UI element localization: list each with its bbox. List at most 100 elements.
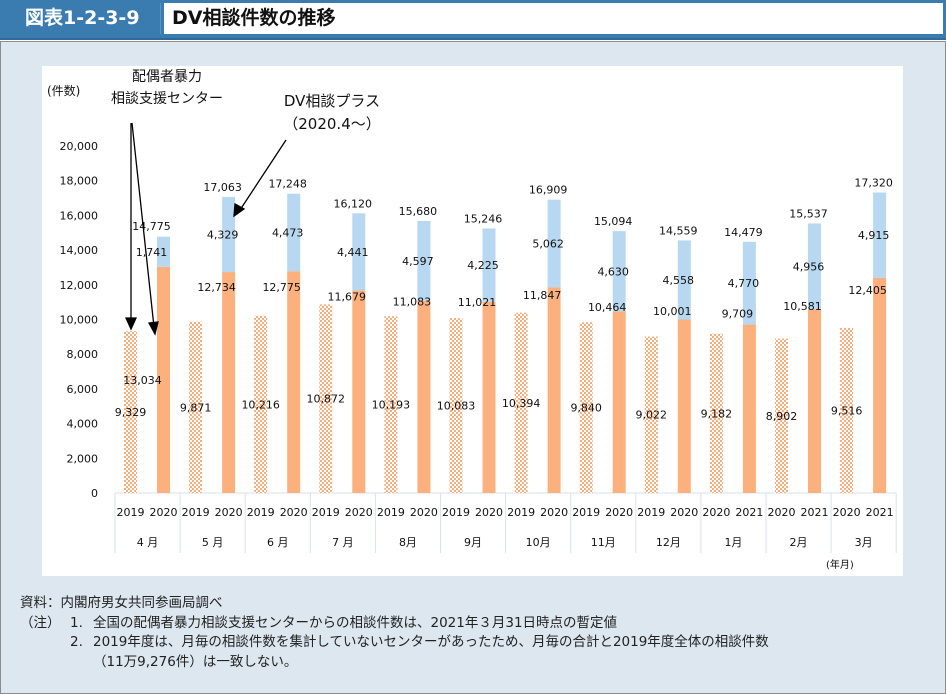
data-label-dv-plus: 5,062 xyxy=(532,238,564,251)
bar-prev-year xyxy=(579,322,593,493)
note-number: 2. xyxy=(70,634,83,650)
y-tick-label: 2,000 xyxy=(67,452,99,465)
notes: 資料：内閣府男女共同参画局調べ （注） 1. 全国の配偶者暴力相談支援センターか… xyxy=(20,594,769,672)
data-label-dv-plus: 4,770 xyxy=(728,277,760,290)
x-tick-month: 4 月 xyxy=(137,536,159,549)
data-label-total: 16,120 xyxy=(334,197,373,210)
data-label-center: 11,021 xyxy=(458,296,497,309)
x-tick-month: 12月 xyxy=(656,536,681,549)
data-label-prev-year: 10,216 xyxy=(241,398,280,411)
data-label-dv-plus: 4,329 xyxy=(207,229,239,242)
bar-dv-plus xyxy=(612,231,626,312)
x-tick-year-curr: 2021 xyxy=(735,506,763,519)
data-label-dv-plus: 4,956 xyxy=(793,260,825,273)
bar-dv-plus xyxy=(547,199,561,288)
bar-dv-plus xyxy=(222,196,236,273)
data-label-center: 13,034 xyxy=(123,374,162,387)
bar-prev-year xyxy=(319,304,333,493)
x-tick-year-curr: 2021 xyxy=(866,506,894,519)
bar-dv-plus xyxy=(742,241,756,325)
bar-dv-plus xyxy=(352,213,366,291)
y-tick-label: 20,000 xyxy=(60,140,99,153)
data-label-center: 12,734 xyxy=(197,281,236,294)
bar-dv-plus xyxy=(417,220,431,301)
data-label-total: 17,320 xyxy=(854,176,893,189)
figure-title: DV相談件数の推移 xyxy=(164,3,943,34)
y-tick-label: 16,000 xyxy=(60,209,99,222)
bar-center xyxy=(352,290,366,493)
data-label-center: 12,775 xyxy=(262,281,301,294)
x-tick-year-curr: 2020 xyxy=(475,506,503,519)
note-item-1: （注） 1. 全国の配偶者暴力相談支援センターからの相談件数は、2021年３月3… xyxy=(20,614,769,634)
bar-dv-plus xyxy=(677,240,691,320)
bar-prev-year xyxy=(709,333,723,493)
data-label-center: 10,001 xyxy=(653,305,692,318)
data-label-prev-year: 9,840 xyxy=(570,402,602,415)
bar-center xyxy=(417,300,431,493)
data-label-center: 12,405 xyxy=(848,284,887,297)
data-label-prev-year: 9,022 xyxy=(636,409,668,422)
x-tick-year-prev: 2019 xyxy=(117,506,145,519)
x-tick-year-curr: 2020 xyxy=(345,506,373,519)
data-label-center: 11,847 xyxy=(523,289,562,302)
figure-label: 図表1-2-3-9 xyxy=(3,3,161,34)
x-tick-month: 9月 xyxy=(464,536,482,549)
data-label-prev-year: 9,182 xyxy=(701,407,733,420)
note-item-2: 2. 2019年度は、月毎の相談件数を集計していないセンターがあったため、月毎の… xyxy=(20,633,769,653)
data-label-center: 9,709 xyxy=(722,307,754,320)
x-tick-month: 11月 xyxy=(591,536,616,549)
data-label-total: 15,094 xyxy=(594,215,633,228)
x-tick-year-prev: 2020 xyxy=(833,506,861,519)
x-tick-year-curr: 2020 xyxy=(150,506,178,519)
bar-prev-year xyxy=(189,321,203,493)
chart-area xyxy=(42,66,903,576)
bar-center xyxy=(222,272,236,493)
data-label-total: 16,909 xyxy=(529,184,568,197)
x-tick-year-prev: 2019 xyxy=(182,506,210,519)
bar-center xyxy=(612,311,626,493)
bar-center xyxy=(287,271,301,493)
bar-center xyxy=(677,319,691,493)
data-label-dv-plus: 4,630 xyxy=(597,265,629,278)
data-label-prev-year: 9,871 xyxy=(180,401,212,414)
x-tick-year-prev: 2019 xyxy=(377,506,405,519)
x-tick-month: 1月 xyxy=(724,536,742,549)
bar-center xyxy=(808,309,821,493)
data-label-prev-year: 10,394 xyxy=(502,397,541,410)
bar-center xyxy=(547,287,561,493)
data-label-total: 17,248 xyxy=(268,178,307,191)
bar-prev-year xyxy=(644,336,658,493)
bar-dv-plus xyxy=(287,193,301,272)
x-tick-year-prev: 2020 xyxy=(768,506,796,519)
arrow-to-plus-bar xyxy=(239,139,287,211)
bar-center xyxy=(482,301,496,493)
x-tick-year-curr: 2020 xyxy=(280,506,308,519)
data-label-dv-plus: 4,597 xyxy=(402,255,434,268)
data-label-dv-plus: 4,558 xyxy=(663,274,695,287)
data-label-prev-year: 10,193 xyxy=(372,399,411,412)
data-label-dv-plus: 4,915 xyxy=(858,229,890,242)
y-tick-label: 12,000 xyxy=(60,279,99,292)
figure-header: 図表1-2-3-9 DV相談件数の推移 xyxy=(0,0,946,40)
data-label-total: 17,063 xyxy=(203,181,242,194)
annotation-plus-line1: DV相談プラス xyxy=(284,92,380,110)
note-item-2-cont: （11万9,276件）は一致しない。 xyxy=(20,653,769,673)
y-axis-title: (件数) xyxy=(47,83,80,98)
x-tick-month: 10月 xyxy=(526,536,551,549)
bar-prev-year xyxy=(449,318,463,493)
x-tick-year-curr: 2020 xyxy=(410,506,438,519)
arrowhead-plus xyxy=(233,202,246,218)
data-label-prev-year: 9,329 xyxy=(115,406,147,419)
x-tick-year-curr: 2020 xyxy=(605,506,633,519)
data-label-center: 10,581 xyxy=(783,300,822,313)
bar-prev-year xyxy=(840,327,854,493)
data-label-center: 11,679 xyxy=(328,290,367,303)
bar-prev-year xyxy=(384,316,398,493)
x-tick-year-curr: 2020 xyxy=(540,506,568,519)
data-label-dv-plus: 1,741 xyxy=(136,246,168,259)
data-label-prev-year: 10,083 xyxy=(437,400,476,413)
x-tick-month: 5 月 xyxy=(202,536,224,549)
note-number: 1. xyxy=(70,614,83,631)
x-tick-year-prev: 2019 xyxy=(442,506,470,519)
